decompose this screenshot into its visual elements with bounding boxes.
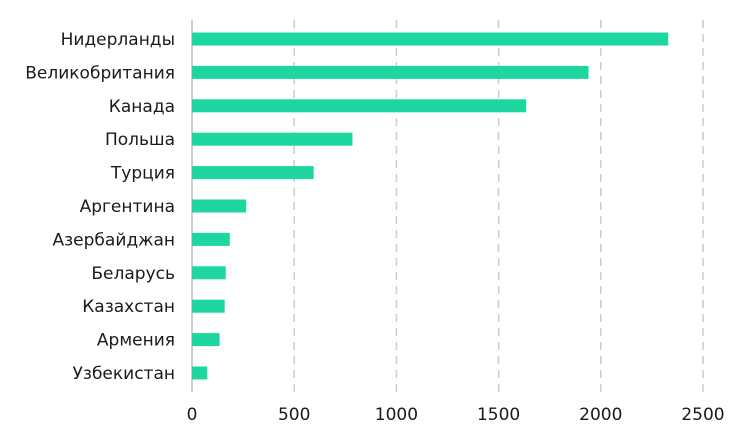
bar-3 [192, 99, 527, 113]
category-label-8: Беларусь [91, 264, 175, 284]
category-label-5: Турция [110, 164, 175, 184]
x-tick-label-0: 0 [187, 405, 198, 425]
bars [192, 32, 669, 380]
category-label-10: Армения [97, 331, 175, 351]
category-label-2: Великобритания [25, 63, 175, 83]
bar-11 [192, 366, 208, 380]
bar-8 [192, 266, 226, 280]
category-label-4: Польша [105, 130, 175, 150]
x-tick-label-2000: 2000 [579, 405, 622, 425]
category-label-1: Нидерланды [61, 30, 175, 50]
bar-5 [192, 166, 314, 180]
gridlines [191, 20, 704, 392]
category-label-11: Узбекистан [73, 364, 175, 384]
bar-1 [192, 32, 669, 46]
bar-6 [192, 199, 247, 213]
x-tick-label-2500: 2500 [681, 405, 724, 425]
category-labels: Нидерланды Великобритания Канада Польша Турц… [25, 30, 175, 384]
x-tick-label-1000: 1000 [375, 405, 418, 425]
bar-10 [192, 333, 220, 347]
bar-2 [192, 65, 589, 79]
bar-7 [192, 232, 230, 246]
category-label-6: Аргентина [80, 197, 175, 217]
category-label-9: Казахстан [82, 297, 175, 317]
x-tick-labels: 0 500 1000 1500 2000 2500 [187, 405, 725, 425]
bar-9 [192, 299, 225, 313]
category-label-3: Канада [109, 97, 175, 117]
category-label-7: Азербайджан [53, 230, 175, 250]
x-tick-label-1500: 1500 [477, 405, 520, 425]
bar-4 [192, 132, 353, 146]
x-tick-label-500: 500 [278, 405, 310, 425]
